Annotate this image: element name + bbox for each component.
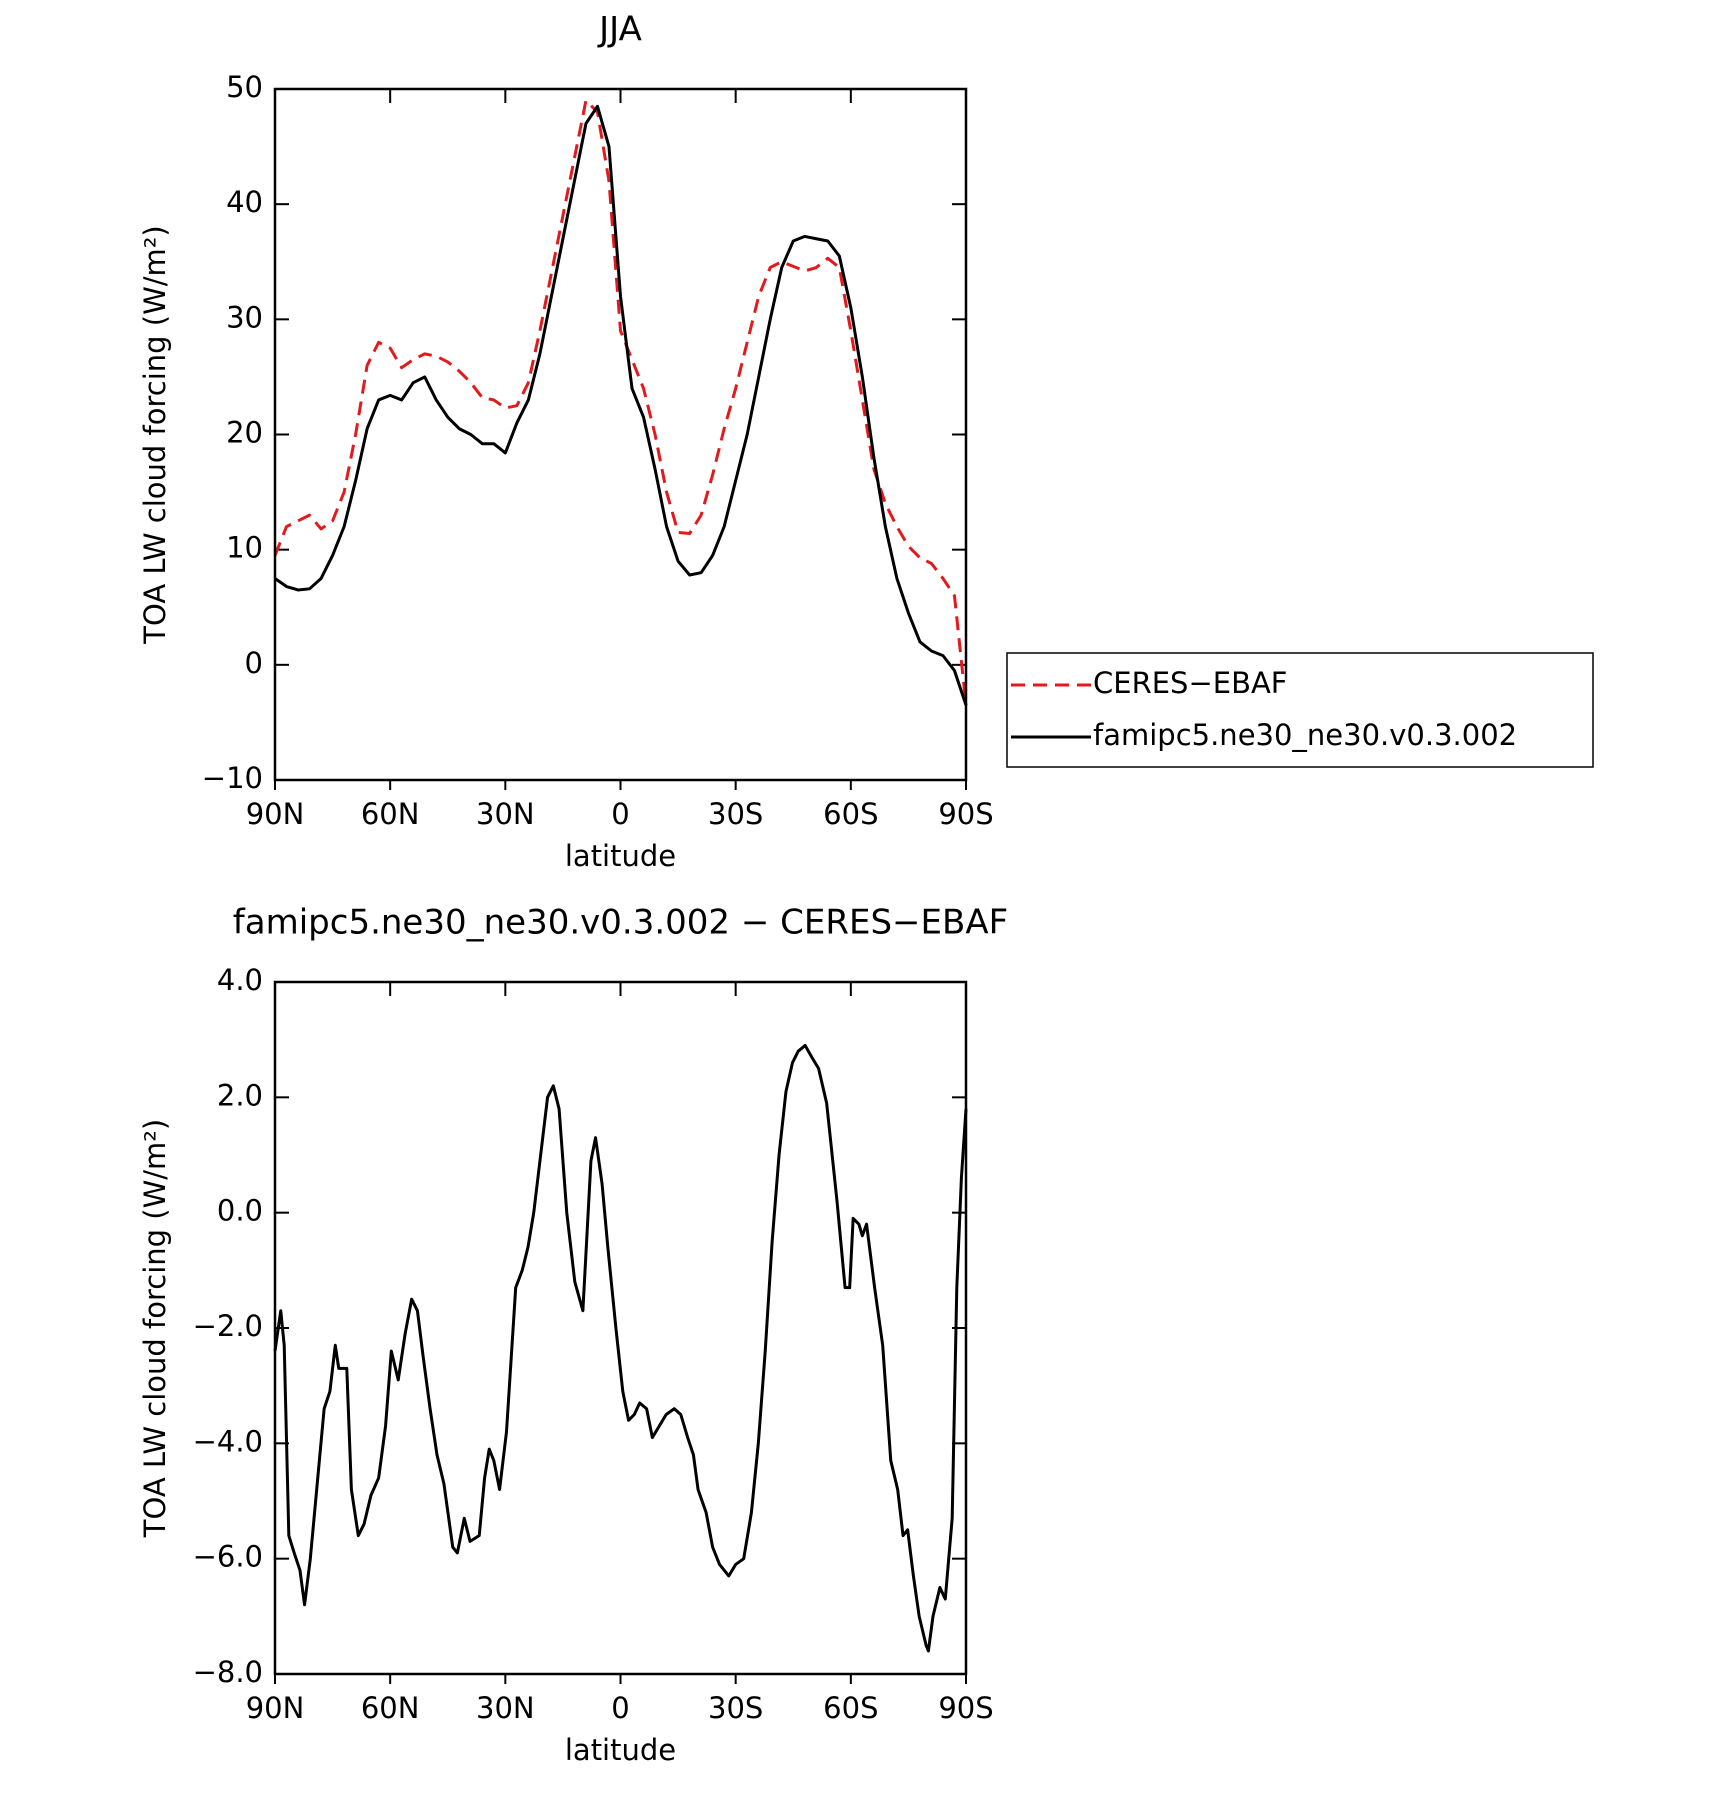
series-line bbox=[273, 99, 968, 706]
legend-label: CERES−EBAF bbox=[1093, 666, 1288, 700]
legend-label: famipc5.ne30_ne30.v0.3.002 bbox=[1093, 718, 1517, 752]
y-tick-label: 4.0 bbox=[217, 963, 263, 997]
plot-frame bbox=[273, 87, 968, 782]
x-tick-label: 30S bbox=[708, 797, 763, 831]
y-tick-label: −4.0 bbox=[193, 1424, 263, 1458]
x-tick-label: 0 bbox=[611, 1691, 629, 1725]
x-tick-label: 90N bbox=[246, 1691, 305, 1725]
y-axis-label: TOA LW cloud forcing (W/m²) bbox=[138, 225, 172, 644]
y-tick-label: −2.0 bbox=[193, 1309, 263, 1343]
series-line bbox=[273, 1043, 968, 1653]
y-tick-label: 2.0 bbox=[217, 1078, 263, 1112]
y-tick-label: 10 bbox=[226, 531, 263, 565]
y-tick-label: 0 bbox=[245, 646, 263, 680]
x-tick-label: 60N bbox=[361, 797, 420, 831]
chart-title: famipc5.ne30_ne30.v0.3.002 − CERES−EBAF bbox=[233, 903, 1008, 943]
x-tick-label: 60S bbox=[823, 797, 878, 831]
plot-frame bbox=[273, 980, 968, 1676]
y-tick-label: 20 bbox=[226, 416, 263, 450]
x-tick-label: 30N bbox=[476, 1691, 535, 1725]
x-tick-label: 0 bbox=[611, 797, 629, 831]
y-tick-label: −8.0 bbox=[193, 1655, 263, 1689]
chart-title: JJA bbox=[597, 10, 642, 50]
x-tick-label: 90N bbox=[246, 797, 305, 831]
y-tick-label: 50 bbox=[226, 70, 263, 104]
x-tick-label: 90S bbox=[938, 1691, 993, 1725]
x-tick-label: 30N bbox=[476, 797, 535, 831]
y-tick-label: −10 bbox=[202, 761, 263, 795]
x-tick-label: 30S bbox=[708, 1691, 763, 1725]
x-tick-label: 90S bbox=[938, 797, 993, 831]
x-tick-label: 60N bbox=[361, 1691, 420, 1725]
x-axis-label: latitude bbox=[565, 839, 676, 873]
y-tick-label: 0.0 bbox=[217, 1194, 263, 1228]
y-tick-label: 40 bbox=[226, 185, 263, 219]
y-tick-label: 30 bbox=[226, 300, 263, 334]
y-axis-label: TOA LW cloud forcing (W/m²) bbox=[138, 1119, 172, 1538]
series-line bbox=[274, 104, 968, 706]
legend-box bbox=[1006, 652, 1594, 768]
x-axis-label: latitude bbox=[565, 1733, 676, 1767]
x-tick-label: 60S bbox=[823, 1691, 878, 1725]
y-tick-label: −6.0 bbox=[193, 1540, 263, 1574]
